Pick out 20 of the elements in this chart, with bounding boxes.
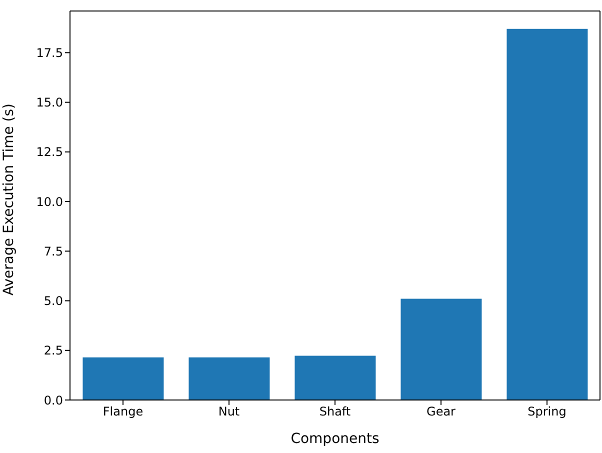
y-tick-label: 0.0 xyxy=(44,393,63,408)
y-tick-label: 2.5 xyxy=(44,344,63,358)
x-tick-label: Flange xyxy=(102,404,144,419)
x-tick-label: Spring xyxy=(528,404,566,419)
x-tick-label: Gear xyxy=(426,404,456,419)
y-tick-label: 15.0 xyxy=(36,96,63,110)
x-tick-label: Shaft xyxy=(319,404,351,419)
bar xyxy=(506,28,588,400)
y-tick-label: 17.5 xyxy=(36,46,63,60)
bar xyxy=(294,356,376,400)
bar xyxy=(188,357,270,400)
y-axis-title: Average Execution Time (s) xyxy=(0,103,17,296)
bar xyxy=(400,298,482,400)
x-tick-label: Nut xyxy=(218,404,240,419)
y-tick-label: 5.0 xyxy=(44,294,63,308)
bar xyxy=(82,357,164,400)
y-tick-label: 12.5 xyxy=(36,145,63,160)
x-axis-title: Components xyxy=(290,431,380,447)
y-tick-label: 7.5 xyxy=(44,244,63,258)
y-tick-label: 10.0 xyxy=(36,194,63,209)
